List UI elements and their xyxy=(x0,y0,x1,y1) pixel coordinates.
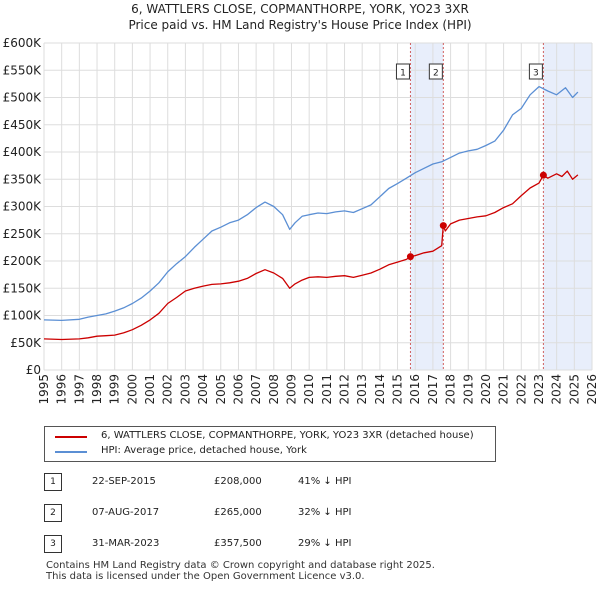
x-tick-label: 2008 xyxy=(267,374,281,405)
y-tick-label: £400K xyxy=(3,145,43,159)
legend: 6, WATTLERS CLOSE, COPMANTHORPE, YORK, Y… xyxy=(44,426,496,462)
x-tick-label: 2025 xyxy=(567,374,581,405)
y-tick-label: £450K xyxy=(3,118,43,132)
y-tick-label: £150K xyxy=(3,281,43,295)
y-tick-label: £200K xyxy=(3,254,43,268)
x-tick-label: 2026 xyxy=(585,374,599,405)
transaction-date: 22-SEP-2015 xyxy=(92,476,156,487)
legend-label-hpi: HPI: Average price, detached house, York xyxy=(101,445,307,456)
chart-subtitle: Price paid vs. HM Land Registry's House … xyxy=(128,18,472,32)
footer-licence: This data is licensed under the Open Gov… xyxy=(46,571,365,582)
y-tick-label: £350K xyxy=(3,172,43,186)
legend-swatch-property xyxy=(55,436,87,438)
x-tick-label: 2018 xyxy=(444,374,458,405)
transaction-label-box xyxy=(395,63,410,80)
x-tick-label: 2011 xyxy=(320,374,334,405)
x-tick-label: 2013 xyxy=(355,374,369,405)
property-price-line xyxy=(43,170,579,341)
x-tick-label: 2004 xyxy=(196,374,210,405)
transaction-hpi: 32% ↓ HPI xyxy=(298,507,352,518)
x-tick-label: 2022 xyxy=(514,374,528,405)
y-tick-label: £300K xyxy=(3,200,43,214)
x-tick-label: 2005 xyxy=(214,374,228,405)
transaction-price: £208,000 xyxy=(214,476,262,487)
x-tick-label: 2016 xyxy=(408,374,422,405)
transaction-badge: 2 xyxy=(44,504,62,522)
x-tick-label: 2024 xyxy=(550,374,564,405)
x-tick-label: 2001 xyxy=(143,374,157,405)
x-tick-label: 2019 xyxy=(461,374,475,405)
transaction-label-box xyxy=(428,63,443,80)
price-chart: 1 2 3 £0 £50K £100K £150K £200K £250K £300K £350K £… xyxy=(3,36,599,405)
x-tick-label: 2017 xyxy=(426,374,440,405)
sale-point xyxy=(439,222,447,230)
x-tick-label: 2007 xyxy=(249,374,263,405)
y-tick-label: £500K xyxy=(3,91,43,105)
transaction-date: 07-AUG-2017 xyxy=(92,507,160,518)
y-tick-label: £600K xyxy=(3,36,43,50)
x-tick-label: 2012 xyxy=(338,374,352,405)
transaction-label: 2 xyxy=(433,69,439,79)
transaction-badge: 3 xyxy=(44,535,62,553)
footer: Contains HM Land Registry data © Crown c… xyxy=(46,560,435,582)
footer-copyright: Contains HM Land Registry data © Crown c… xyxy=(46,560,435,571)
x-tick-label: 1999 xyxy=(108,374,122,405)
x-tick-label: 2014 xyxy=(373,374,387,405)
transaction-hpi: 29% ↓ HPI xyxy=(298,538,352,549)
transaction-badge: 1 xyxy=(44,473,62,491)
y-tick-label: £550K xyxy=(3,63,43,77)
x-tick-label: 2020 xyxy=(479,374,493,405)
transaction-label: 3 xyxy=(533,69,539,79)
x-tick-label: 1996 xyxy=(55,374,69,405)
x-tick-label: 2023 xyxy=(532,374,546,405)
legend-swatch-hpi xyxy=(55,451,87,453)
hpi-line xyxy=(43,85,579,322)
transaction-price: £357,500 xyxy=(214,538,262,549)
x-tick-label: 2009 xyxy=(284,374,298,405)
sale-point xyxy=(406,253,414,261)
y-tick-label: £50K xyxy=(10,336,42,350)
legend-label-property: 6, WATTLERS CLOSE, COPMANTHORPE, YORK, Y… xyxy=(101,430,474,441)
transaction-label-box xyxy=(528,63,543,80)
transaction-price: £265,000 xyxy=(214,507,262,518)
x-tick-label: 2010 xyxy=(302,374,316,405)
y-tick-label: £250K xyxy=(3,227,43,241)
x-tick-label: 2000 xyxy=(125,374,139,405)
x-tick-label: 1997 xyxy=(72,374,86,405)
x-tick-label: 2015 xyxy=(391,374,405,405)
x-tick-label: 1995 xyxy=(37,374,51,405)
transaction-label: 1 xyxy=(400,69,406,79)
x-tick-label: 1998 xyxy=(90,374,104,405)
x-tick-label: 2003 xyxy=(178,374,192,405)
sale-point xyxy=(539,171,547,179)
chart-title: 6, WATTLERS CLOSE, COPMANTHORPE, YORK, Y… xyxy=(131,2,469,16)
transaction-hpi: 41% ↓ HPI xyxy=(298,476,352,487)
y-tick-label: £100K xyxy=(3,309,43,323)
y-tick-label: £0 xyxy=(26,363,41,377)
x-tick-label: 2002 xyxy=(161,374,175,405)
x-tick-label: 2006 xyxy=(231,374,245,405)
transaction-date: 31-MAR-2023 xyxy=(92,538,160,549)
x-tick-label: 2021 xyxy=(497,374,511,405)
